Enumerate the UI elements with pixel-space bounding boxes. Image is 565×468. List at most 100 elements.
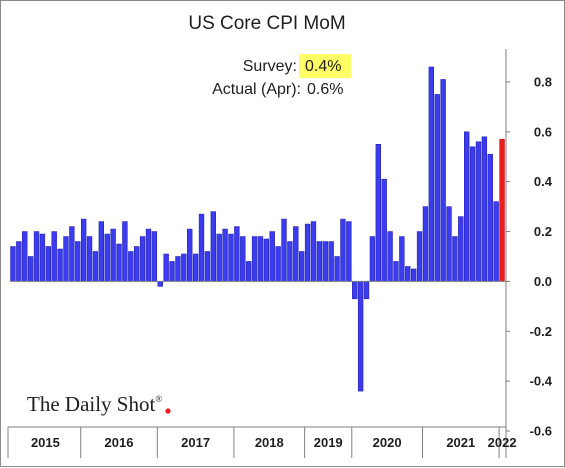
bar bbox=[299, 251, 305, 282]
bar bbox=[192, 253, 199, 282]
y-tick-label: -0.6 bbox=[530, 424, 552, 439]
bar bbox=[469, 146, 476, 282]
y-tick-label: 0.2 bbox=[534, 224, 552, 239]
bar bbox=[198, 213, 205, 282]
bar bbox=[16, 241, 22, 282]
bar bbox=[257, 236, 264, 282]
bar bbox=[446, 206, 452, 282]
y-tick-label: -0.2 bbox=[530, 324, 552, 339]
survey-value: 0.4% bbox=[305, 58, 341, 75]
bar bbox=[75, 241, 81, 282]
bar bbox=[251, 236, 258, 282]
bar bbox=[145, 228, 152, 282]
bar bbox=[481, 136, 488, 282]
bar bbox=[440, 79, 446, 282]
x-year-label: 2017 bbox=[181, 435, 210, 450]
y-tick-label: -0.4 bbox=[530, 374, 553, 389]
bar bbox=[405, 266, 411, 282]
bar bbox=[122, 221, 128, 282]
bar bbox=[175, 256, 181, 282]
bar bbox=[293, 226, 299, 282]
bar bbox=[181, 253, 187, 282]
bar bbox=[139, 236, 146, 282]
bar bbox=[69, 226, 75, 282]
bar bbox=[80, 218, 87, 282]
bar bbox=[416, 231, 423, 282]
bar bbox=[352, 281, 358, 300]
bar bbox=[363, 281, 370, 300]
bar bbox=[63, 236, 69, 282]
bar bbox=[263, 238, 270, 282]
bar bbox=[357, 281, 364, 392]
bar bbox=[204, 251, 211, 282]
bar bbox=[92, 251, 99, 282]
actual-value: 0.6% bbox=[307, 81, 343, 98]
bars-group bbox=[10, 66, 505, 392]
bar bbox=[452, 236, 458, 282]
bar bbox=[169, 261, 175, 282]
x-year-label: 2019 bbox=[314, 435, 343, 450]
bar bbox=[10, 246, 16, 282]
bar bbox=[458, 216, 464, 282]
bar bbox=[22, 231, 28, 282]
bar bbox=[216, 233, 222, 282]
bar bbox=[116, 243, 122, 282]
bar bbox=[387, 231, 393, 282]
bar bbox=[45, 246, 51, 282]
bar bbox=[322, 241, 328, 282]
bar bbox=[393, 261, 399, 282]
y-tick-label: 0.4 bbox=[534, 174, 553, 189]
bar bbox=[399, 236, 405, 282]
chart-title: US Core CPI MoM bbox=[188, 13, 345, 34]
bar bbox=[57, 248, 63, 282]
bar bbox=[240, 236, 246, 282]
y-tick-label: 0.0 bbox=[534, 274, 552, 289]
bar bbox=[493, 201, 499, 282]
x-year-label: 2021 bbox=[446, 435, 475, 450]
bar bbox=[375, 144, 381, 282]
bar bbox=[381, 178, 387, 282]
bar bbox=[163, 253, 169, 282]
logo-dot-icon bbox=[165, 408, 171, 414]
bar bbox=[27, 256, 34, 282]
y-tick-label: 0.6 bbox=[534, 124, 552, 139]
bar-latest bbox=[499, 139, 505, 282]
bar bbox=[316, 241, 323, 282]
survey-label: Survey: bbox=[243, 58, 297, 75]
bar bbox=[134, 246, 140, 282]
bar bbox=[39, 233, 46, 282]
bar bbox=[281, 218, 287, 282]
survey-highlight bbox=[299, 54, 351, 78]
bar bbox=[487, 153, 493, 282]
bar bbox=[410, 268, 417, 282]
bar bbox=[187, 228, 193, 282]
bar bbox=[422, 206, 429, 282]
x-year-label: 2016 bbox=[105, 435, 134, 450]
bar bbox=[328, 241, 334, 282]
bar bbox=[104, 233, 110, 282]
bar bbox=[369, 236, 376, 282]
bar bbox=[210, 211, 216, 282]
bar bbox=[304, 223, 311, 282]
x-year-label: 2018 bbox=[255, 435, 284, 450]
bar bbox=[340, 218, 346, 282]
bar bbox=[287, 241, 293, 282]
bar bbox=[51, 231, 57, 282]
bar bbox=[234, 226, 240, 282]
bar bbox=[346, 221, 352, 282]
bar bbox=[98, 221, 104, 282]
axes-group: -0.6 -0.4 -0.2 0.0 0.2 0.4 0.6 0.8 2015 2016 2017 2… bbox=[7, 49, 553, 458]
x-year-label: 2020 bbox=[373, 435, 402, 450]
bar bbox=[33, 231, 40, 282]
bar bbox=[245, 261, 252, 282]
bar bbox=[334, 256, 340, 282]
bar bbox=[434, 94, 440, 282]
bar bbox=[428, 66, 435, 282]
bar bbox=[222, 228, 228, 282]
bar bbox=[86, 236, 93, 282]
bar bbox=[228, 233, 234, 282]
bar bbox=[110, 228, 116, 282]
y-tick-label: 0.8 bbox=[534, 74, 552, 89]
